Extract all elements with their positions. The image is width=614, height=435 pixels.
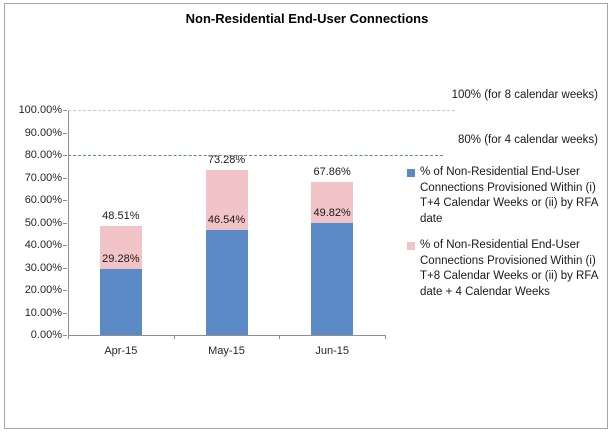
data-label-t4: 29.28% xyxy=(102,253,140,266)
legend-swatch-icon xyxy=(407,169,415,177)
y-axis-tick-mark xyxy=(63,132,67,134)
y-axis-tick-label: 10.00% xyxy=(24,306,62,319)
bar-segment-t4 xyxy=(311,222,354,335)
reference-line-annotation-100: 100% (for 8 calendar weeks) xyxy=(451,89,598,101)
chart-border-frame xyxy=(4,3,608,429)
x-axis-tick-mark xyxy=(279,335,281,339)
x-axis-tick-mark xyxy=(385,335,386,339)
legend-item-2: % of Non-Residential End-User Connection… xyxy=(407,238,603,300)
y-axis-tick-mark xyxy=(63,200,67,201)
x-axis-category-label: Apr-15 xyxy=(104,345,138,357)
y-axis-tick-label: 0.00% xyxy=(30,329,62,341)
chart-title: Non-Residential End-User Connections xyxy=(185,11,429,26)
y-axis-tick-label: 50.00% xyxy=(24,216,62,229)
y-axis-tick-mark xyxy=(63,267,67,269)
reference-line-80 xyxy=(68,155,443,156)
y-axis-tick-label: 40.00% xyxy=(24,239,62,251)
y-axis-tick-label: 60.00% xyxy=(24,194,62,206)
x-axis-category-label: Jun-15 xyxy=(315,345,349,357)
y-axis-tick-mark xyxy=(63,177,67,179)
y-axis-tick-label: 30.00% xyxy=(24,261,62,274)
y-axis-tick-mark xyxy=(63,335,67,336)
y-axis-tick-label: 90.00% xyxy=(24,126,62,139)
y-axis-tick-label: 70.00% xyxy=(24,171,62,184)
legend-item-1: % of Non-Residential End-User Connection… xyxy=(407,165,603,227)
legend-item-label: % of Non-Residential End-User Connection… xyxy=(420,166,598,225)
bar-segment-t8 xyxy=(311,182,354,223)
data-label-total: 73.28% xyxy=(207,154,246,167)
legend-item-label: % of Non-Residential End-User Connection… xyxy=(420,239,598,298)
y-axis-tick-mark xyxy=(63,290,67,291)
y-axis-tick-label: 100.00% xyxy=(18,104,62,116)
data-label-t4: 46.54% xyxy=(207,214,246,227)
x-axis-tick-mark xyxy=(173,335,175,339)
bar-segment-t4 xyxy=(99,269,142,335)
y-axis-tick-mark xyxy=(63,110,67,111)
y-axis-tick-mark xyxy=(63,312,67,314)
y-axis-tick-mark xyxy=(63,245,67,246)
data-label-total: 48.51% xyxy=(102,209,140,222)
bar-segment-t8 xyxy=(205,170,248,231)
legend: % of Non-Residential End-User Connection… xyxy=(407,165,603,311)
legend-swatch-icon xyxy=(407,242,415,250)
data-label-total: 67.86% xyxy=(313,166,351,179)
x-axis-tick-mark xyxy=(68,335,69,339)
bar-segment-t4 xyxy=(205,230,248,335)
bar-segment-t8 xyxy=(99,225,142,270)
y-axis-tick-label: 20.00% xyxy=(24,284,62,296)
x-axis-category-label: May-15 xyxy=(208,345,245,357)
y-axis-tick-mark xyxy=(63,155,67,156)
reference-line-100 xyxy=(68,110,455,111)
data-label-t4: 49.82% xyxy=(313,206,351,219)
y-axis-tick-label: 80.00% xyxy=(24,149,62,161)
reference-line-annotation-80: 80% (for 4 calendar weeks) xyxy=(458,134,598,146)
plot-area xyxy=(68,110,386,336)
y-axis-tick-mark xyxy=(63,222,67,224)
